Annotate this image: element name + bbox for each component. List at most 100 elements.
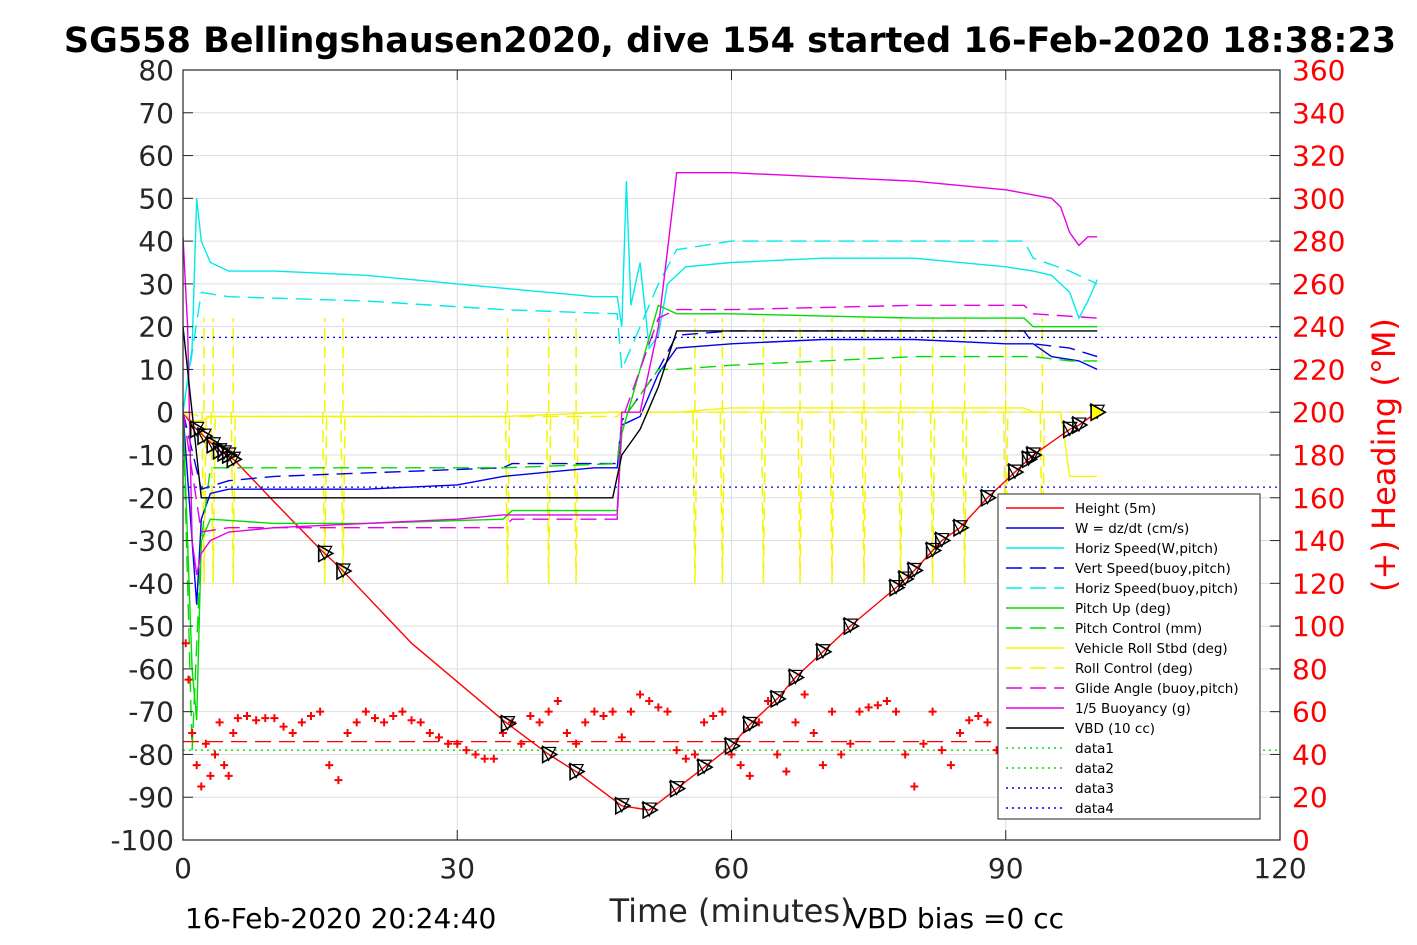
triangle-marker [1006, 464, 1023, 480]
roll-spike [961, 412, 968, 584]
heading-point [192, 761, 201, 770]
heading-point [754, 718, 763, 727]
roll-spike [829, 412, 835, 584]
end-marker [1090, 402, 1107, 422]
heading-point [233, 714, 242, 723]
y2-tick-label: 260 [1292, 268, 1345, 301]
y-tick-label: 30 [138, 268, 174, 301]
heading-point [800, 690, 809, 699]
heading-point [626, 707, 635, 716]
triangle-marker [924, 542, 941, 558]
heading-point [855, 707, 864, 716]
heading-point [562, 729, 571, 738]
heading-point [892, 707, 901, 716]
heading-point [745, 771, 754, 780]
heading-point [184, 675, 193, 684]
heading-point [462, 746, 471, 755]
roll-spike [340, 412, 346, 584]
roll-spike [929, 412, 936, 584]
legend-label: Horiz Speed(buoy,pitch) [1075, 581, 1238, 597]
chart-title: SG558 Bellingshausen2020, dive 154 start… [64, 21, 1396, 61]
heading-point [553, 696, 562, 705]
legend-label: Vehicle Roll Stbd (deg) [1075, 641, 1228, 657]
heading-point [453, 739, 462, 748]
y-tick-label: 50 [138, 182, 174, 215]
heading-point [434, 733, 443, 742]
y2-tick-label: 220 [1292, 353, 1345, 386]
heading-point [590, 707, 599, 716]
roll-spike [545, 412, 552, 584]
heading-point [229, 729, 238, 738]
triangle-marker [723, 738, 740, 754]
triangle-marker [613, 798, 630, 814]
triangle-marker [906, 562, 923, 578]
heading-point [215, 718, 224, 727]
heading-point [672, 746, 681, 755]
roll-spike [504, 412, 511, 584]
heading-point [444, 739, 453, 748]
heading-point [846, 739, 855, 748]
heading-point [526, 711, 535, 720]
y2-tick-label: 160 [1292, 482, 1345, 515]
heading-point [608, 707, 617, 716]
y2-tick-label: 200 [1292, 396, 1345, 429]
heading-point [572, 739, 581, 748]
heading-point [663, 707, 672, 716]
heading-point [544, 707, 553, 716]
y2-tick-label: 340 [1292, 97, 1345, 130]
triangle-marker [1070, 417, 1087, 433]
heading-point [361, 707, 370, 716]
series-line [183, 411, 1098, 811]
y2-tick-label: 40 [1292, 738, 1328, 771]
y2-tick-label: 240 [1292, 311, 1345, 344]
triangle-marker [499, 716, 516, 731]
triangle-marker [696, 759, 713, 775]
heading-point [718, 707, 727, 716]
roll-spike [230, 412, 237, 584]
y-tick-label: 70 [138, 97, 174, 130]
y2-tick-label: 120 [1292, 567, 1345, 600]
series-line [183, 181, 1098, 413]
heading-point [965, 716, 974, 725]
legend-label: Glide Angle (buoy,pitch) [1075, 681, 1239, 697]
heading-point [188, 729, 197, 738]
legend-label: data1 [1075, 741, 1114, 757]
series-line [183, 330, 1098, 491]
heading-point [736, 761, 745, 770]
y-tick-label: -40 [128, 567, 174, 600]
heading-point [599, 711, 608, 720]
roll-spike [719, 412, 726, 584]
heading-point [864, 703, 873, 712]
heading-point [197, 782, 206, 791]
triangle-marker [952, 520, 969, 535]
heading-point [837, 750, 846, 759]
y2-axis-label: (+) Heading (°M) [1365, 318, 1403, 592]
y-tick-label: -10 [128, 439, 174, 472]
y2-tick-label: 140 [1292, 525, 1345, 558]
roll-spike [210, 412, 216, 584]
legend-label: Pitch Up (deg) [1075, 601, 1171, 617]
triangle-marker [814, 644, 831, 660]
heading-point [297, 718, 306, 727]
heading-point [681, 754, 690, 763]
heading-point [873, 701, 882, 710]
y-tick-label: -60 [128, 653, 174, 686]
series-line [183, 355, 1098, 751]
y-tick-label: -70 [128, 696, 174, 729]
heading-point [206, 771, 215, 780]
heading-point [535, 718, 544, 727]
heading-point [242, 711, 251, 720]
legend-label: Pitch Control (mm) [1075, 621, 1202, 637]
heading-point [489, 754, 498, 763]
y2-tick-label: 100 [1292, 610, 1345, 643]
heading-point [654, 703, 663, 712]
legend: Height (5m) W = dz/dt (cm/s) Horiz Speed(W… [997, 493, 1261, 820]
heading-point [306, 711, 315, 720]
triangle-marker [316, 545, 333, 561]
legend-label: data3 [1075, 781, 1114, 797]
heading-point [389, 711, 398, 720]
series-line [183, 171, 1098, 575]
roll-spike [692, 412, 698, 584]
legend-label: data2 [1075, 761, 1114, 777]
